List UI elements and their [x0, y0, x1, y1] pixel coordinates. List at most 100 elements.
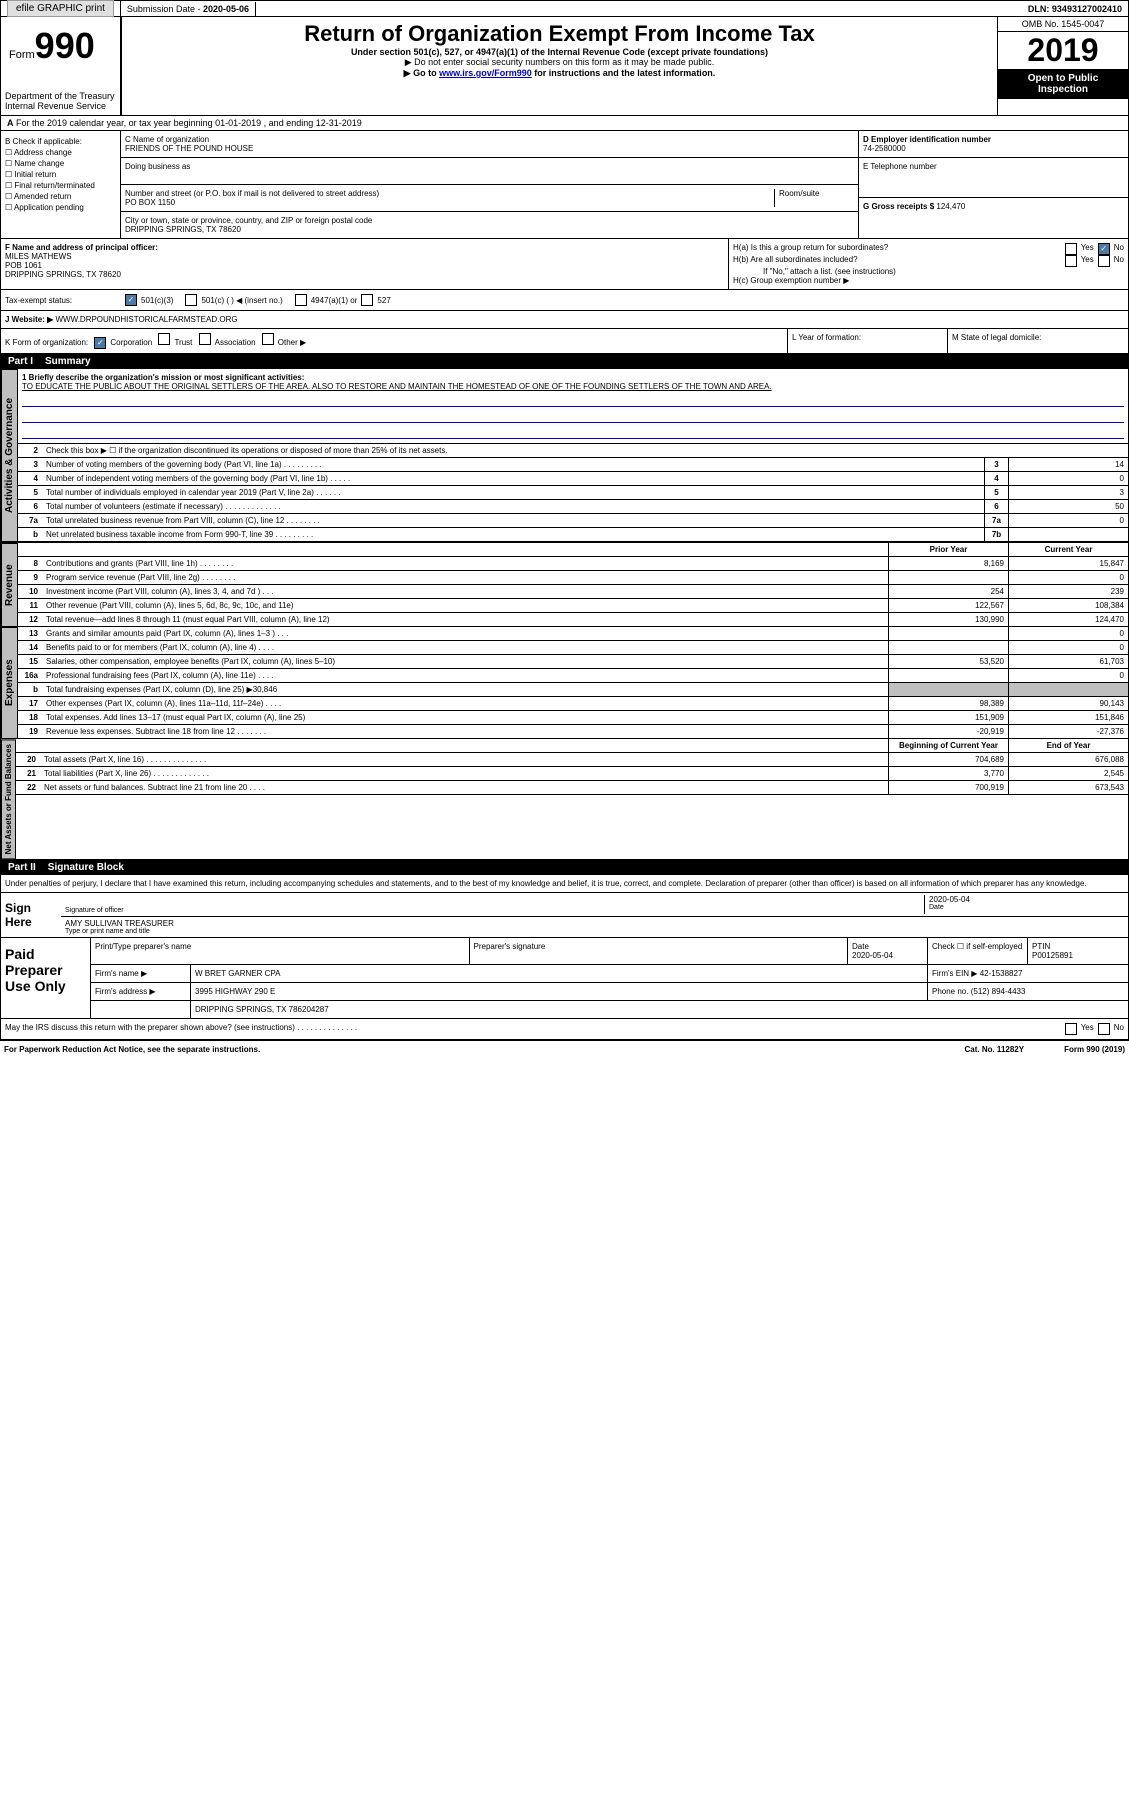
opt-address[interactable]: ☐ Address change [5, 148, 116, 157]
cb-trust[interactable] [158, 333, 170, 345]
header-right: OMB No. 1545-0047 2019 Open to PublicIns… [998, 17, 1128, 115]
firm-addr2: DRIPPING SPRINGS, TX 786204287 [191, 1001, 1128, 1018]
cb-527[interactable] [361, 294, 373, 306]
website-value: WWW.DRPOUNDHISTORICALFARMSTEAD.ORG [55, 315, 237, 324]
inspect2: Inspection [1002, 84, 1124, 95]
form990-link[interactable]: www.irs.gov/Form990 [439, 68, 532, 78]
prep-ptin: P00125891 [1032, 951, 1124, 960]
f-label: F Name and address of principal officer: [5, 243, 158, 252]
website-row: J Website: ▶ WWW.DRPOUNDHISTORICALFARMST… [0, 311, 1129, 329]
discuss-text: May the IRS discuss this return with the… [5, 1023, 1061, 1035]
tax-status-row: Tax-exempt status: ✓501(c)(3) 501(c) ( )… [0, 290, 1129, 311]
addr-label: Number and street (or P.O. box if mail i… [125, 189, 774, 198]
summary-row: 11Other revenue (Part VIII, column (A), … [18, 599, 1128, 613]
dba-label: Doing business as [125, 162, 854, 171]
opt-final[interactable]: ☐ Final return/terminated [5, 181, 116, 190]
tax-year: 2019 [998, 32, 1128, 69]
hb-label: H(b) Are all subordinates included? [733, 255, 1061, 267]
discuss-yes[interactable] [1065, 1023, 1077, 1035]
cb-assoc[interactable] [199, 333, 211, 345]
revenue-label: Revenue [1, 543, 18, 627]
form-word: Form [9, 49, 35, 61]
col-d: D Employer identification number74-25800… [858, 131, 1128, 238]
hc-label: H(c) Group exemption number ▶ [733, 276, 1124, 285]
form-ref: Form 990 (2019) [1064, 1045, 1125, 1054]
cb-501c[interactable] [185, 294, 197, 306]
summary-row: 9Program service revenue (Part VIII, lin… [18, 571, 1128, 585]
summary-row: 7aTotal unrelated business revenue from … [18, 514, 1128, 528]
sig-date-label: Date [929, 904, 1124, 911]
l-label: L Year of formation: [788, 329, 948, 353]
efile-button[interactable]: efile GRAPHIC print [7, 0, 114, 17]
sig-date: 2020-05-04 [929, 895, 1124, 904]
ein-label: D Employer identification number [863, 135, 991, 144]
prior-year-header: Prior Year [888, 543, 1008, 556]
inspect1: Open to Public [1002, 73, 1124, 84]
summary-row: 21Total liabilities (Part X, line 26) . … [16, 767, 1128, 781]
col-c: C Name of organizationFRIENDS OF THE POU… [121, 131, 858, 238]
discuss-no[interactable] [1098, 1023, 1110, 1035]
klm-row: K Form of organization: ✓Corporation Tru… [0, 329, 1129, 354]
summary-row: 20Total assets (Part X, line 16) . . . .… [16, 753, 1128, 767]
ha-yes[interactable] [1065, 243, 1077, 255]
summary-row: 10Investment income (Part VIII, column (… [18, 585, 1128, 599]
form-dept-col: Form990 Department of the Treasury Inter… [1, 17, 121, 115]
expenses-label: Expenses [1, 627, 18, 739]
gross-label: G Gross receipts $ [863, 202, 936, 211]
city-label: City or town, state or province, country… [125, 216, 854, 225]
summary-row: 5Total number of individuals employed in… [18, 486, 1128, 500]
netassets-section: Net Assets or Fund Balances Beginning of… [0, 739, 1129, 860]
firm-phone-label: Phone no. [932, 987, 968, 996]
firm-ein-label: Firm's EIN ▶ [932, 969, 977, 978]
col-b: B Check if applicable: ☐ Address change … [1, 131, 121, 238]
ha-label: H(a) Is this a group return for subordin… [733, 243, 1061, 255]
prep-h1: Print/Type preparer's name [91, 938, 470, 964]
row-fh: F Name and address of principal officer:… [0, 239, 1129, 290]
opt-amended[interactable]: ☐ Amended return [5, 192, 116, 201]
b-label: B Check if applicable: [5, 137, 116, 146]
m-label: M State of legal domicile: [948, 329, 1128, 353]
summary-row: 12Total revenue—add lines 8 through 11 (… [18, 613, 1128, 627]
cb-501c3[interactable]: ✓ [125, 294, 137, 306]
opt-4947: 4947(a)(1) or [311, 296, 358, 305]
header-row: Form990 Department of the Treasury Inter… [0, 17, 1129, 116]
opt-name[interactable]: ☐ Name change [5, 159, 116, 168]
prep-h2: Preparer's signature [470, 938, 849, 964]
sig-officer-label: Signature of officer [65, 907, 924, 914]
tax-label: Tax-exempt status: [5, 296, 121, 305]
paperwork-notice: For Paperwork Reduction Act Notice, see … [4, 1045, 260, 1054]
hb-no[interactable] [1098, 255, 1110, 267]
summary-row: 13Grants and similar amounts paid (Part … [18, 627, 1128, 641]
summary-row: 8Contributions and grants (Part VIII, li… [18, 557, 1128, 571]
prep-h5: PTIN [1032, 942, 1124, 951]
gross-value: 124,470 [936, 202, 965, 211]
revenue-section: Revenue Prior YearCurrent Year 8Contribu… [0, 542, 1129, 627]
submission-label: Submission Date - [127, 4, 203, 14]
footer: For Paperwork Reduction Act Notice, see … [0, 1040, 1129, 1058]
firm-ein: 42-1538827 [980, 969, 1023, 978]
summary-row: 19Revenue less expenses. Subtract line 1… [18, 725, 1128, 739]
opt-initial[interactable]: ☐ Initial return [5, 170, 116, 179]
part2-title: Signature Block [48, 862, 124, 873]
part2-header: Part II Signature Block [0, 860, 1129, 875]
officer-addr1: POB 1061 [5, 261, 724, 270]
summary-row: 22Net assets or fund balances. Subtract … [16, 781, 1128, 795]
officer-addr2: DRIPPING SPRINGS, TX 78620 [5, 270, 724, 279]
netassets-label: Net Assets or Fund Balances [1, 739, 16, 859]
part1-header: Part I Summary [0, 354, 1129, 369]
cb-4947[interactable] [295, 294, 307, 306]
opt-501c: 501(c) ( ) ◀ (insert no.) [201, 296, 282, 305]
k-label: K Form of organization: [5, 338, 88, 347]
cb-corp[interactable]: ✓ [94, 337, 106, 349]
form-title: Return of Organization Exempt From Incom… [126, 21, 993, 47]
hb-yes[interactable] [1065, 255, 1077, 267]
dept-irs: Internal Revenue Service [5, 101, 116, 111]
cb-other[interactable] [262, 333, 274, 345]
tax-period: A For the 2019 calendar year, or tax yea… [0, 116, 1129, 131]
opt-pending[interactable]: ☐ Application pending [5, 203, 116, 212]
form-number: 990 [35, 25, 95, 67]
summary-row: 15Salaries, other compensation, employee… [18, 655, 1128, 669]
opt-527: 527 [377, 296, 390, 305]
ha-no[interactable]: ✓ [1098, 243, 1110, 255]
firm-phone: (512) 894-4433 [971, 987, 1026, 996]
